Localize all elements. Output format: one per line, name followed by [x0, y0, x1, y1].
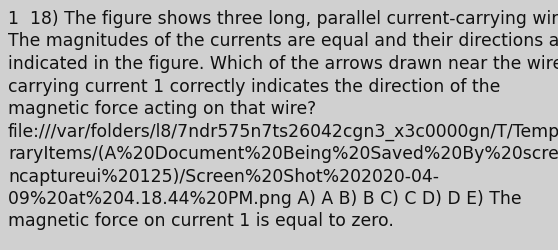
Text: carrying current 1 correctly indicates the direction of the: carrying current 1 correctly indicates t…: [8, 77, 501, 95]
Text: 09%20at%204.18.44%20PM.png A) A B) B C) C D) D E) The: 09%20at%204.18.44%20PM.png A) A B) B C) …: [8, 189, 522, 207]
Text: magnetic force on current 1 is equal to zero.: magnetic force on current 1 is equal to …: [8, 212, 394, 230]
Text: file:///var/folders/l8/7ndr575n7ts26042cgn3_x3c0000gn/T/Tempo: file:///var/folders/l8/7ndr575n7ts26042c…: [8, 122, 558, 140]
Text: 1  18) The figure shows three long, parallel current-carrying wires.: 1 18) The figure shows three long, paral…: [8, 10, 558, 28]
Text: indicated in the figure. Which of the arrows drawn near the wire: indicated in the figure. Which of the ar…: [8, 55, 558, 73]
Text: magnetic force acting on that wire?: magnetic force acting on that wire?: [8, 100, 316, 117]
Text: ncaptureui%20125)/Screen%20Shot%202020-04-: ncaptureui%20125)/Screen%20Shot%202020-0…: [8, 167, 439, 185]
Text: The magnitudes of the currents are equal and their directions are: The magnitudes of the currents are equal…: [8, 32, 558, 50]
Text: raryItems/(A%20Document%20Being%20Saved%20By%20scree: raryItems/(A%20Document%20Being%20Saved%…: [8, 144, 558, 162]
